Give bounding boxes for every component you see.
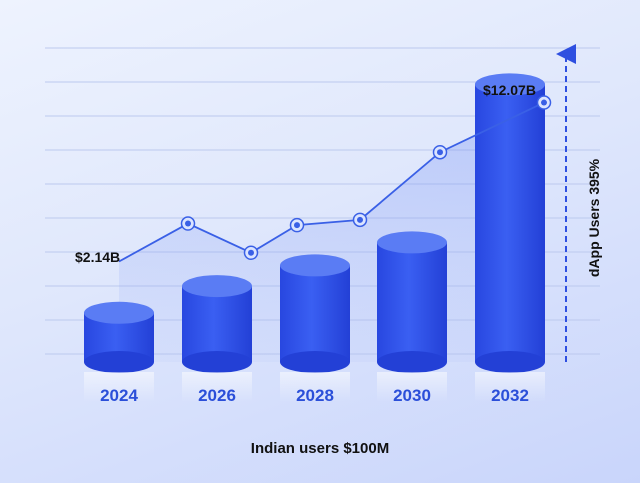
bar-reflection (182, 372, 252, 402)
bar-2032 (475, 73, 545, 402)
bar-top (377, 231, 447, 254)
trend-point (294, 222, 300, 229)
bar-2028 (280, 254, 350, 402)
year-label-2030: 2030 (393, 386, 431, 405)
bar-base (84, 351, 154, 373)
bar-reflection (280, 372, 350, 402)
bar-reflection (84, 372, 154, 402)
labels: $2.14B $12.07B Indian users $100M dApp U… (75, 82, 602, 457)
bar-top (84, 301, 154, 324)
bar-body (182, 286, 252, 362)
bar-reflection (475, 372, 545, 402)
trend-point (185, 220, 191, 227)
value-label-last: $12.07B (483, 82, 536, 98)
year-label-2026: 2026 (198, 386, 236, 405)
bar-2030 (377, 231, 447, 402)
trend-point (357, 216, 363, 223)
bar-top (182, 275, 252, 298)
side-axis-label: dApp Users 395% (586, 158, 602, 277)
trend-point (248, 249, 254, 256)
year-label-2024: 2024 (100, 386, 138, 405)
bar-reflection (377, 372, 447, 402)
x-axis-title: Indian users $100M (251, 440, 389, 457)
trend-point (437, 149, 443, 156)
year-label-2028: 2028 (296, 386, 334, 405)
bar-base (280, 351, 350, 373)
bar-2024 (84, 301, 154, 402)
bar-base (475, 351, 545, 373)
trend-line (118, 95, 552, 263)
year-label-2032: 2032 (491, 386, 529, 405)
bar-body (475, 84, 545, 362)
bar-body (280, 265, 350, 362)
bar-top (475, 73, 545, 96)
bar-base (377, 351, 447, 373)
bars (84, 73, 545, 402)
bar-2026 (182, 275, 252, 402)
bar-body (377, 242, 447, 362)
bar-base (182, 351, 252, 373)
value-label-first: $2.14B (75, 249, 120, 265)
trend-point (541, 99, 547, 106)
bar-top (280, 254, 350, 277)
